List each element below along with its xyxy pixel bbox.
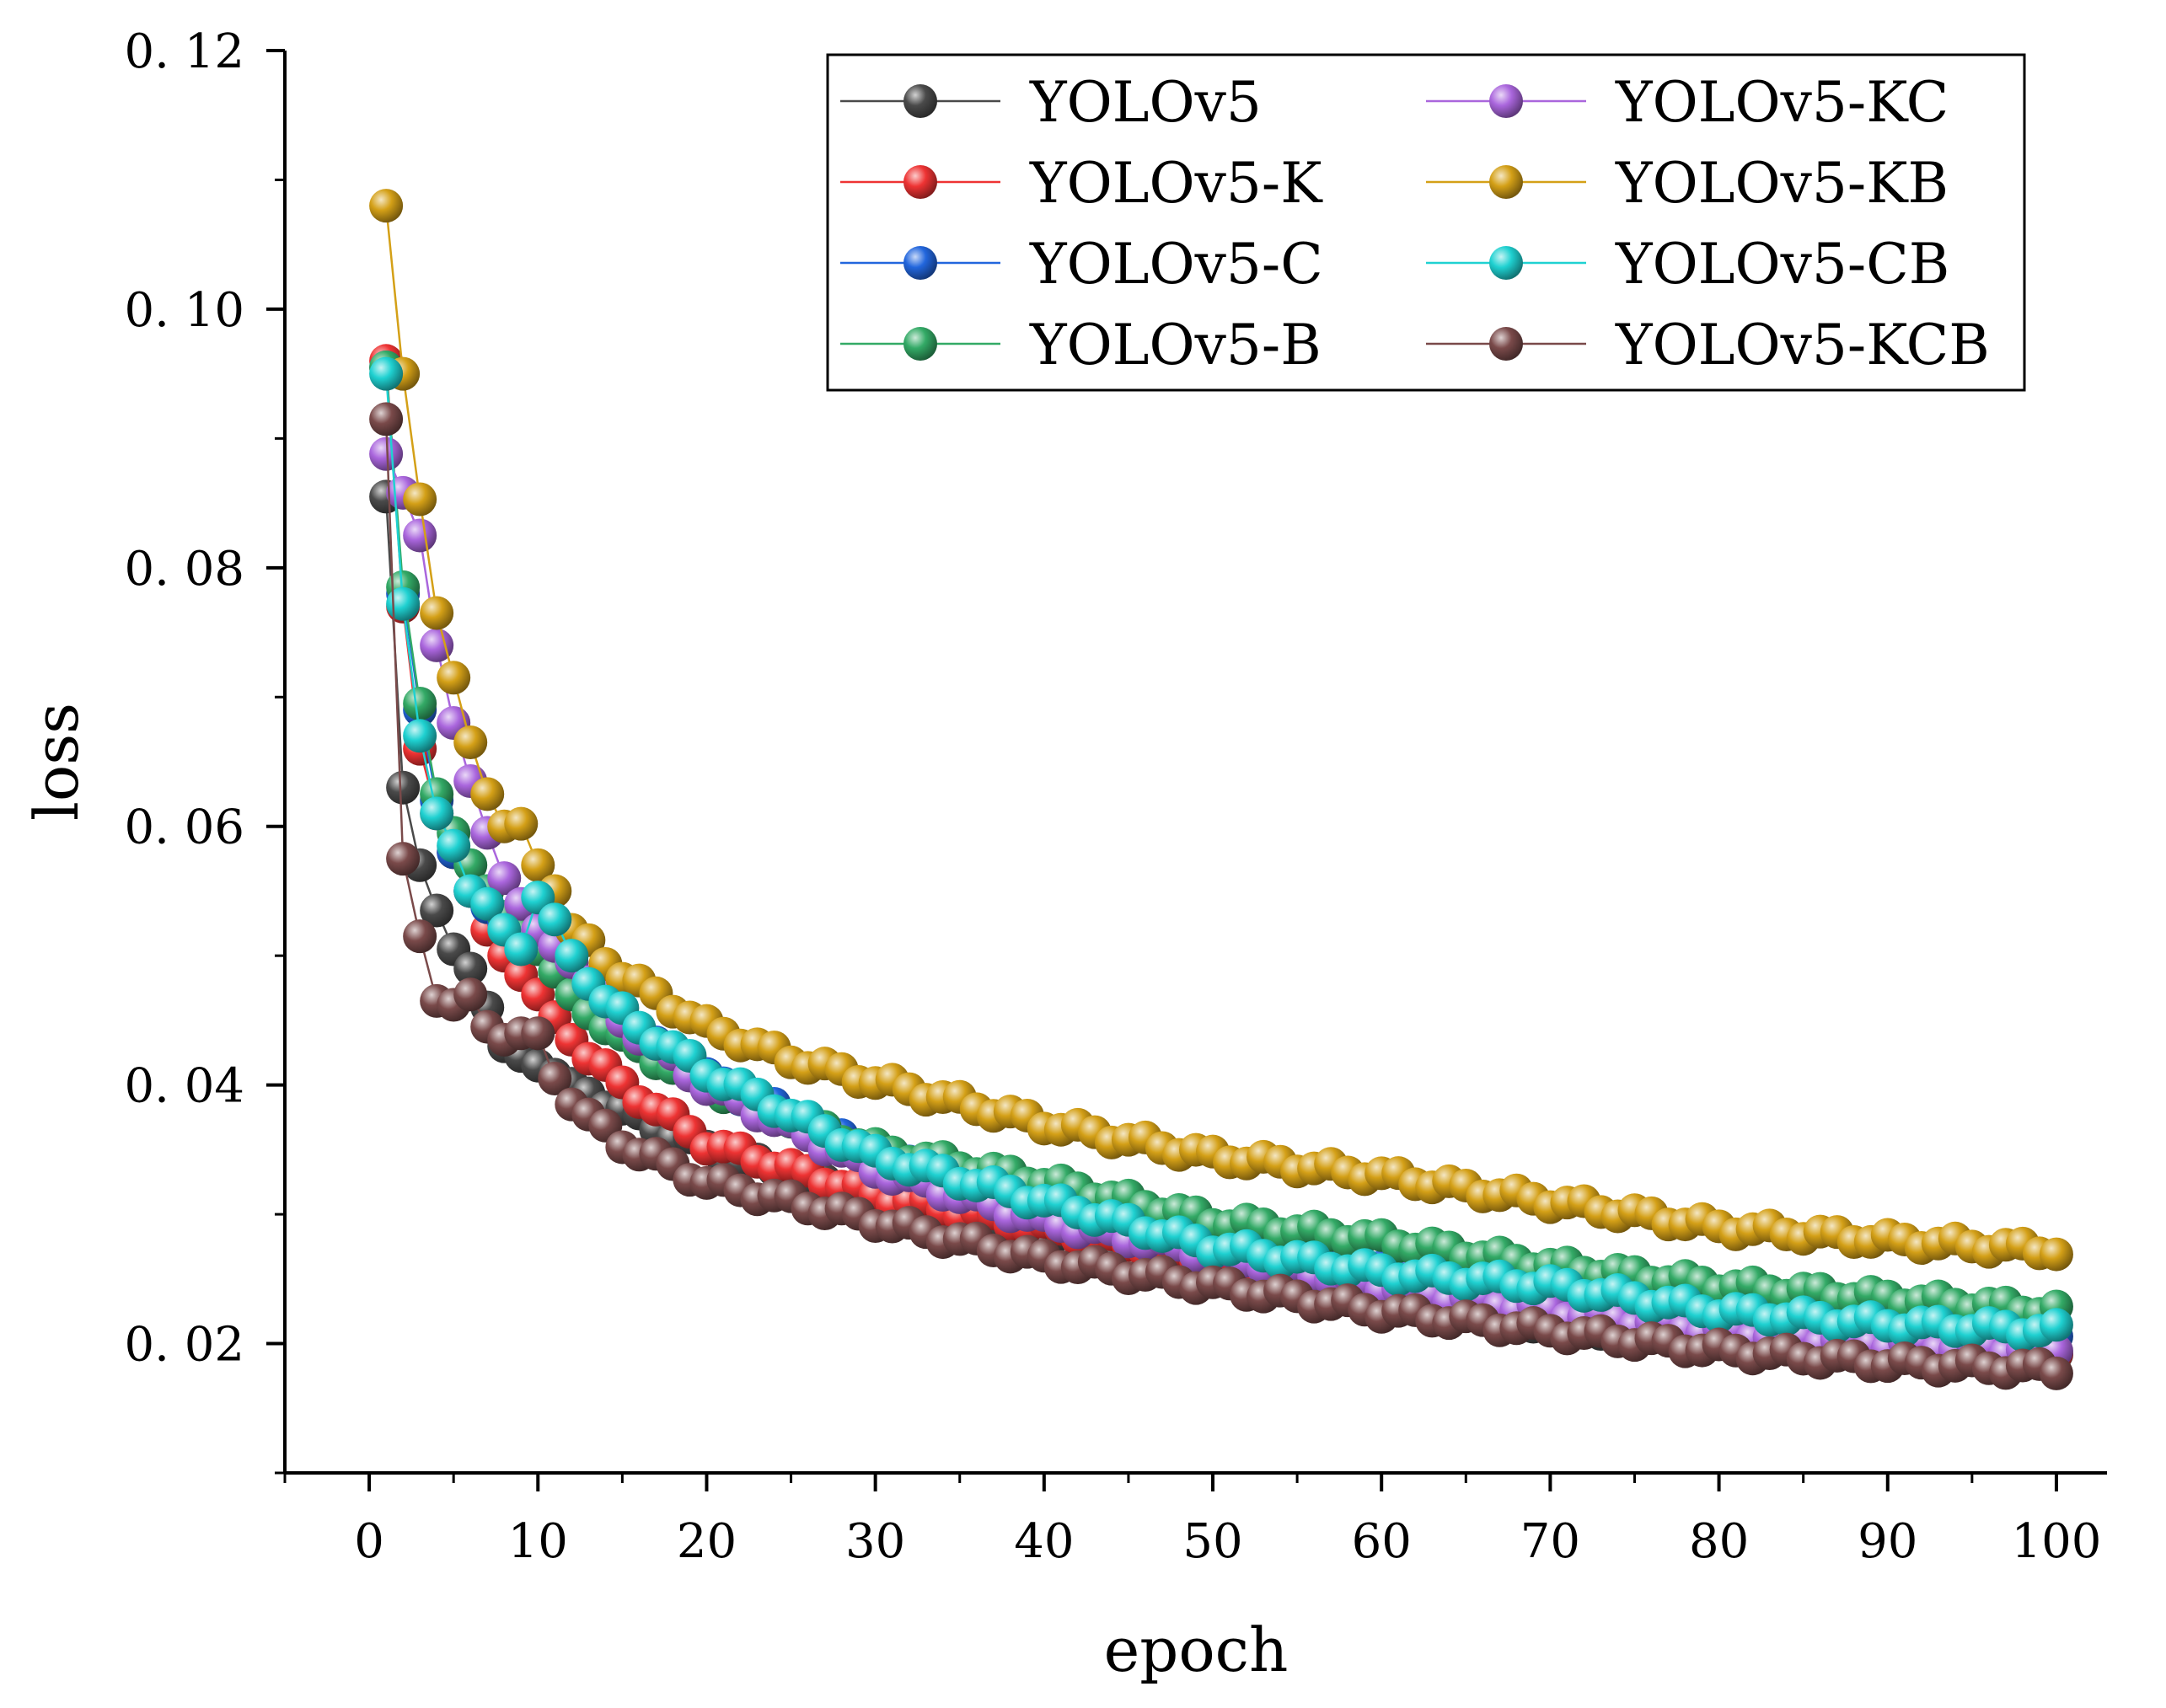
legend-item: YOLOv5-CB	[1426, 232, 1949, 297]
series-YOLOv5-CB	[369, 356, 2073, 1352]
legend-label: YOLOv5-KB	[1615, 151, 1949, 216]
y-tick-label: 0. 06	[125, 800, 245, 855]
y-tick-label: 0. 10	[125, 283, 245, 338]
legend-swatch-marker	[903, 246, 937, 280]
x-tick-label: 0	[354, 1514, 384, 1569]
data-point	[2039, 1237, 2073, 1272]
legend-label: YOLOv5-B	[1029, 313, 1322, 377]
data-point	[453, 951, 488, 986]
data-point	[453, 977, 488, 1012]
legend-swatch-marker	[1489, 165, 1523, 199]
data-point	[386, 770, 421, 805]
series-YOLOv5-KB	[369, 189, 2073, 1272]
data-point	[403, 686, 437, 720]
x-tick-label: 20	[677, 1514, 737, 1569]
legend-item: YOLOv5-K	[840, 151, 1323, 216]
series-YOLOv5-C	[369, 350, 2073, 1353]
legend-item: YOLOv5-C	[840, 232, 1323, 297]
series-line	[384, 367, 2057, 1338]
x-tick-label: 30	[845, 1514, 905, 1569]
y-tick-label: 0. 04	[125, 1059, 245, 1114]
legend-label: YOLOv5-K	[1029, 151, 1323, 216]
data-point	[504, 932, 539, 966]
legend-swatch-marker	[903, 165, 937, 199]
data-point	[369, 436, 404, 471]
data-point	[420, 596, 454, 630]
legend-item: YOLOv5-B	[840, 313, 1322, 377]
series-YOLOv5-B	[369, 350, 2073, 1331]
data-point	[504, 806, 539, 841]
x-ticks: 0 10 20 30 40 50 60 70 80 90 100	[283, 1473, 2101, 1569]
y-tick-label: 0. 08	[125, 542, 245, 597]
data-point	[538, 1061, 572, 1095]
data-point	[369, 402, 404, 436]
x-tick-label: 10	[508, 1514, 568, 1569]
data-point	[403, 919, 437, 954]
data-point	[420, 796, 454, 831]
legend-label: YOLOv5	[1029, 70, 1262, 135]
data-point	[403, 518, 437, 553]
y-tick-label: 0. 12	[125, 24, 245, 79]
x-tick-label: 60	[1352, 1514, 1412, 1569]
data-point	[386, 842, 421, 876]
legend-swatch-marker	[903, 327, 937, 361]
plot-area	[369, 189, 2073, 1390]
data-point	[521, 1016, 555, 1051]
x-axis-title: epoch	[1104, 1614, 1289, 1685]
data-point	[487, 861, 522, 896]
legend-label: YOLOv5-C	[1029, 232, 1323, 297]
x-tick-label: 50	[1182, 1514, 1242, 1569]
legend-item: YOLOv5-KB	[1426, 151, 1949, 216]
legend-swatch-marker	[1489, 84, 1523, 118]
legend-label: YOLOv5-KC	[1615, 70, 1949, 135]
legend-item: YOLOv5-KC	[1426, 70, 1949, 135]
x-axis: 0 10 20 30 40 50 60 70 80 90 100	[283, 1471, 2107, 1569]
data-point	[470, 777, 505, 811]
data-point	[403, 719, 437, 753]
data-point	[555, 939, 589, 973]
x-tick-label: 90	[1858, 1514, 1917, 1569]
legend-box	[826, 53, 2026, 392]
data-point	[437, 828, 471, 863]
data-point	[403, 482, 437, 517]
y-axis-title: loss	[21, 703, 92, 821]
data-point	[470, 886, 505, 921]
legend-item: YOLOv5-KCB	[1426, 313, 1990, 377]
data-point	[386, 586, 421, 621]
data-point	[521, 848, 555, 882]
y-axis: 0. 02 0. 04 0. 06 0. 08 0. 10 0. 12	[125, 24, 287, 1475]
series-YOLOv5-KCB	[369, 402, 2073, 1390]
legend-label: YOLOv5-CB	[1615, 232, 1949, 297]
y-tick-label: 0. 02	[125, 1318, 245, 1373]
data-point	[453, 725, 488, 759]
x-tick-label: 100	[2011, 1514, 2101, 1569]
x-tick-label: 40	[1014, 1514, 1074, 1569]
legend-swatch-marker	[1489, 327, 1523, 361]
data-point	[369, 356, 404, 391]
y-ticks: 0. 02 0. 04 0. 06 0. 08 0. 10 0. 12	[125, 24, 285, 1475]
series-line	[384, 361, 2057, 1361]
data-point	[437, 661, 471, 695]
legend-swatch-marker	[1489, 246, 1523, 280]
legend-label: YOLOv5-KCB	[1615, 313, 1990, 377]
legend: YOLOv5 YOLOv5-K YOLOv5-C YOLOv5-B YOLOv5-KC Y…	[826, 53, 2026, 392]
data-point	[538, 902, 572, 937]
x-tick-label: 80	[1689, 1514, 1749, 1569]
series-line	[384, 373, 2057, 1336]
data-point	[420, 893, 454, 928]
data-point	[2039, 1356, 2073, 1390]
data-point	[420, 628, 454, 662]
legend-item: YOLOv5	[840, 70, 1262, 135]
data-point	[369, 189, 404, 223]
legend-swatch-marker	[903, 84, 937, 118]
x-tick-label: 70	[1520, 1514, 1580, 1569]
data-point	[2039, 1308, 2073, 1342]
